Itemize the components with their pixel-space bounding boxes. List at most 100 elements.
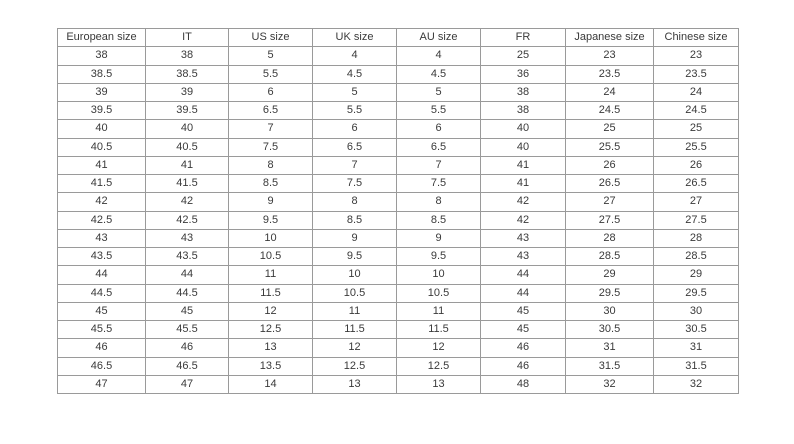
table-cell: 38.5 [57, 64, 146, 84]
table-cell: 10 [228, 228, 313, 249]
table-cell: 23 [653, 46, 739, 66]
table-cell: 32 [565, 374, 654, 395]
table-cell: 11 [396, 301, 481, 322]
table-cell: 47 [145, 374, 229, 395]
table-row: 45 45 12 11 11 45 30 30 [57, 301, 739, 322]
table-cell: 45.5 [57, 319, 146, 340]
column-header: FR [480, 27, 566, 48]
table-cell: 5 [312, 82, 397, 103]
table-cell: 43 [480, 246, 566, 267]
table-cell: 8 [312, 192, 397, 212]
table-cell: 10 [312, 265, 397, 285]
table-cell: 43.5 [145, 246, 229, 267]
table-cell: 29 [653, 265, 739, 285]
table-cell: 11 [228, 265, 313, 285]
table-cell: 41.5 [145, 173, 229, 194]
table-row: 40.5 40.5 7.5 6.5 6.5 40 25.5 25.5 [57, 137, 739, 157]
table-cell: 10.5 [396, 283, 481, 303]
table-cell: 43 [57, 228, 146, 249]
column-header: AU size [396, 27, 481, 48]
table-cell: 7.5 [228, 137, 313, 157]
column-header: US size [228, 27, 313, 48]
table-cell: 12 [396, 338, 481, 358]
column-header: European size [57, 27, 146, 48]
table-cell: 13 [396, 374, 481, 395]
table-cell: 11.5 [228, 283, 313, 303]
table-cell: 23 [565, 46, 654, 66]
table-cell: 44 [480, 265, 566, 285]
table-cell: 9 [396, 228, 481, 249]
table-cell: 41 [145, 155, 229, 176]
table-row: 44 44 11 10 10 44 29 29 [57, 265, 739, 285]
table-cell: 42 [480, 192, 566, 212]
table-cell: 32 [653, 374, 739, 395]
table-cell: 25.5 [653, 137, 739, 157]
table-cell: 40.5 [145, 137, 229, 157]
table-cell: 38 [145, 46, 229, 66]
table-cell: 46 [57, 338, 146, 358]
table-row: 45.5 45.5 12.5 11.5 11.5 45 30.5 30.5 [57, 319, 739, 340]
table-cell: 41 [480, 173, 566, 194]
table-cell: 10.5 [312, 283, 397, 303]
table-cell: 12.5 [312, 356, 397, 376]
table-cell: 23.5 [653, 64, 739, 84]
table-cell: 38.5 [145, 64, 229, 84]
table-row: 43.5 43.5 10.5 9.5 9.5 43 28.5 28.5 [57, 246, 739, 267]
table-cell: 29.5 [653, 283, 739, 303]
table-cell: 8.5 [312, 210, 397, 230]
table-row: 39 39 6 5 5 38 24 24 [57, 82, 739, 103]
table-row: 46 46 13 12 12 46 31 31 [57, 338, 739, 358]
table-cell: 27.5 [653, 210, 739, 230]
table-cell: 6.5 [228, 100, 313, 121]
table-cell: 45 [480, 319, 566, 340]
table-body: 38 38 5 4 4 25 23 23 38.5 38.5 5.5 4.5 4.5 36 23.5 23.5… [57, 46, 739, 395]
table-row: 43 43 10 9 9 43 28 28 [57, 228, 739, 249]
table-cell: 5.5 [228, 64, 313, 84]
table-cell: 30.5 [653, 319, 739, 340]
table-cell: 28.5 [565, 246, 654, 267]
table-cell: 46.5 [145, 356, 229, 376]
table-cell: 44.5 [57, 283, 146, 303]
table-cell: 26 [653, 155, 739, 176]
table-cell: 9.5 [396, 246, 481, 267]
table-cell: 13 [312, 374, 397, 395]
table-cell: 24.5 [565, 100, 654, 121]
table-cell: 8.5 [228, 173, 313, 194]
table-cell: 39 [145, 82, 229, 103]
table-row: 40 40 7 6 6 40 25 25 [57, 119, 739, 139]
table-cell: 45 [480, 301, 566, 322]
table-cell: 11 [312, 301, 397, 322]
table-cell: 26.5 [653, 173, 739, 194]
table-cell: 25 [653, 119, 739, 139]
table-cell: 28 [653, 228, 739, 249]
table-cell: 12.5 [396, 356, 481, 376]
table-cell: 26.5 [565, 173, 654, 194]
table-cell: 46 [480, 356, 566, 376]
table-cell: 40 [57, 119, 146, 139]
table-cell: 27 [565, 192, 654, 212]
table-cell: 42 [145, 192, 229, 212]
table-cell: 38 [480, 100, 566, 121]
table-cell: 39.5 [57, 100, 146, 121]
table-cell: 38 [57, 46, 146, 66]
table-cell: 4.5 [312, 64, 397, 84]
table-cell: 6.5 [312, 137, 397, 157]
table-cell: 40 [480, 137, 566, 157]
table-cell: 8.5 [396, 210, 481, 230]
table-cell: 31.5 [653, 356, 739, 376]
table-cell: 25 [480, 46, 566, 66]
table-cell: 44 [480, 283, 566, 303]
table-cell: 29.5 [565, 283, 654, 303]
table-cell: 47 [57, 374, 146, 395]
table-cell: 40.5 [57, 137, 146, 157]
table-row: 42 42 9 8 8 42 27 27 [57, 192, 739, 212]
table-cell: 12.5 [228, 319, 313, 340]
table-cell: 7 [228, 119, 313, 139]
table-cell: 42 [480, 210, 566, 230]
table-cell: 8 [228, 155, 313, 176]
table-cell: 30 [653, 301, 739, 322]
table-cell: 39.5 [145, 100, 229, 121]
table-header: European size IT US size UK size AU size FR Ja… [57, 27, 739, 48]
table-cell: 13.5 [228, 356, 313, 376]
table-cell: 31 [565, 338, 654, 358]
